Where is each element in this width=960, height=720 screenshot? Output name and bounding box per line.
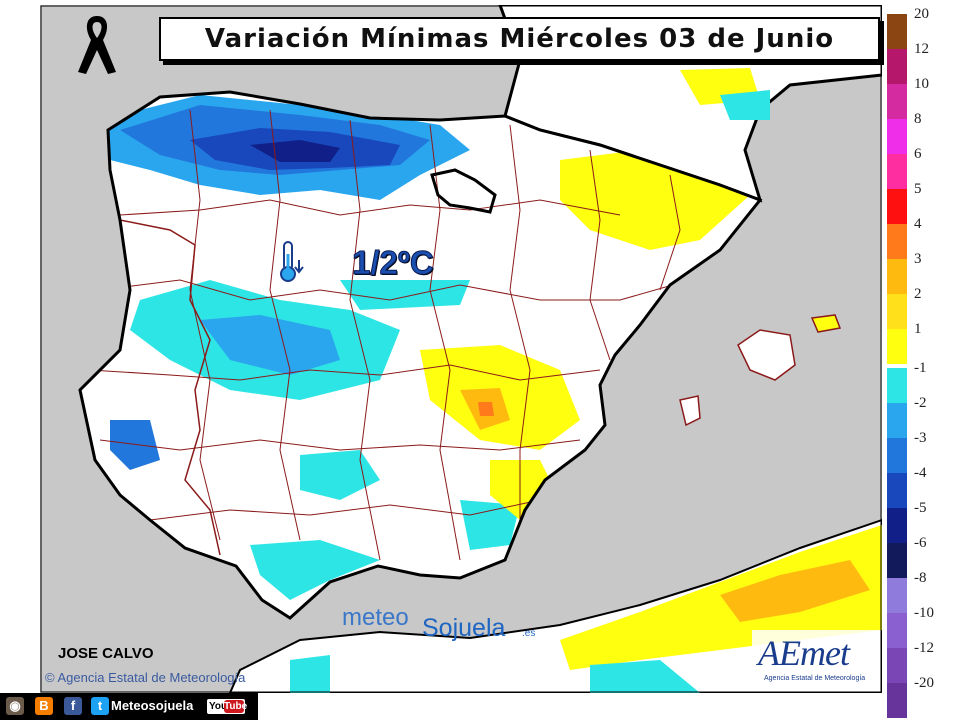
youtube-you-text: You	[209, 701, 228, 712]
legend-label: -6	[914, 535, 927, 551]
legend-swatch	[887, 578, 907, 613]
legend-label: 2	[914, 286, 922, 302]
legend-label: 5	[914, 181, 922, 197]
east-warm-hot	[478, 402, 494, 416]
portugal-border	[119, 219, 221, 556]
author-name: JOSE CALVO	[58, 645, 154, 662]
legend-swatch	[887, 49, 907, 84]
province-borders	[89, 109, 691, 561]
social-handle[interactable]: Meteosojuela	[111, 698, 194, 713]
aemet-logo-word: AEmet	[758, 633, 850, 673]
temperature-label: 1/2ºC	[352, 244, 435, 282]
menorca	[810, 314, 842, 333]
la-rioja-outline	[430, 168, 497, 214]
thermometer-down-icon	[280, 241, 304, 282]
legend-label: -2	[914, 395, 927, 411]
legend-label: 1	[914, 321, 922, 337]
legend-swatch	[887, 224, 907, 259]
legend-label: 3	[914, 251, 922, 267]
legend-label: 10	[914, 76, 929, 92]
legend-swatch	[887, 189, 907, 224]
legend-swatch	[887, 294, 907, 329]
legend-label: 6	[914, 146, 922, 162]
france-cold-spots	[720, 90, 770, 120]
south-coast-cold	[250, 540, 380, 600]
africa-warm-core	[720, 560, 870, 622]
legend-swatch	[887, 403, 907, 438]
mourning-ribbon-icon	[78, 16, 116, 74]
legend-swatch	[887, 438, 907, 473]
map-title: Variación Mínimas Miércoles 03 de Junio	[159, 17, 880, 61]
legend-swatch	[887, 473, 907, 508]
legend-swatch	[887, 543, 907, 578]
legend-swatch	[887, 613, 907, 648]
southeast-cold	[460, 500, 520, 550]
central-cold-strip	[340, 280, 470, 310]
blogger-icon[interactable]: B	[35, 697, 53, 715]
legend-label: 4	[914, 216, 922, 232]
legend-label: -12	[914, 640, 934, 656]
watermark-part2: Sojuela	[422, 614, 506, 642]
temperature-variation-map	[40, 5, 882, 693]
west-cold-patch-2	[200, 315, 340, 375]
africa-cold-patch-2	[290, 655, 330, 693]
legend-label: -10	[914, 605, 934, 621]
legend-label: 20	[914, 6, 929, 22]
youtube-icon[interactable]: You Tube	[207, 699, 248, 714]
legend-label: 8	[914, 111, 922, 127]
legend-label: -3	[914, 430, 927, 446]
youtube-tube-text: Tube	[224, 700, 248, 713]
legend-swatch	[887, 154, 907, 189]
social-bar: ◉ B f t Meteosojuela You Tube	[0, 693, 258, 720]
agency-credit: © Agencia Estatal de Meteorología	[45, 670, 246, 685]
north-very-cold	[250, 140, 340, 162]
africa-cold-patch	[590, 660, 700, 693]
legend-swatch	[887, 329, 907, 364]
watermark-part3: .es	[522, 628, 536, 639]
ibiza	[679, 395, 701, 427]
color-legend: 20 12 10 8 6 5 4 3 2 1 -1 -2 -3 -4 -5 -6 -8 -10 -12 -20	[886, 7, 960, 718]
legend-swatch	[887, 683, 907, 718]
legend-label: -20	[914, 675, 934, 691]
legend-swatch	[887, 368, 907, 403]
meteosojuela-watermark: meteo Sojuela .es	[342, 600, 572, 650]
legend-swatch	[887, 648, 907, 683]
legend-label: -8	[914, 570, 927, 586]
legend-label: -5	[914, 500, 927, 516]
legend-swatch	[887, 259, 907, 294]
legend-swatch	[887, 84, 907, 119]
legend-swatch	[887, 119, 907, 154]
legend-swatch	[887, 14, 907, 49]
twitter-icon[interactable]: t	[91, 697, 109, 715]
facebook-icon[interactable]: f	[64, 697, 82, 715]
legend-swatch	[887, 508, 907, 543]
coastline	[78, 90, 763, 620]
legend-label: -1	[914, 360, 927, 376]
legend-label: -4	[914, 465, 927, 481]
mallorca	[737, 329, 796, 381]
legend-label: 12	[914, 41, 929, 57]
southwest-cold-patch	[110, 420, 160, 470]
aemet-logo: AEmet Agencia Estatal de Meteorología	[752, 630, 880, 688]
watermark-part1: meteo	[342, 604, 409, 631]
instagram-icon[interactable]: ◉	[6, 697, 24, 715]
aemet-logo-subtitle: Agencia Estatal de Meteorología	[764, 675, 866, 682]
